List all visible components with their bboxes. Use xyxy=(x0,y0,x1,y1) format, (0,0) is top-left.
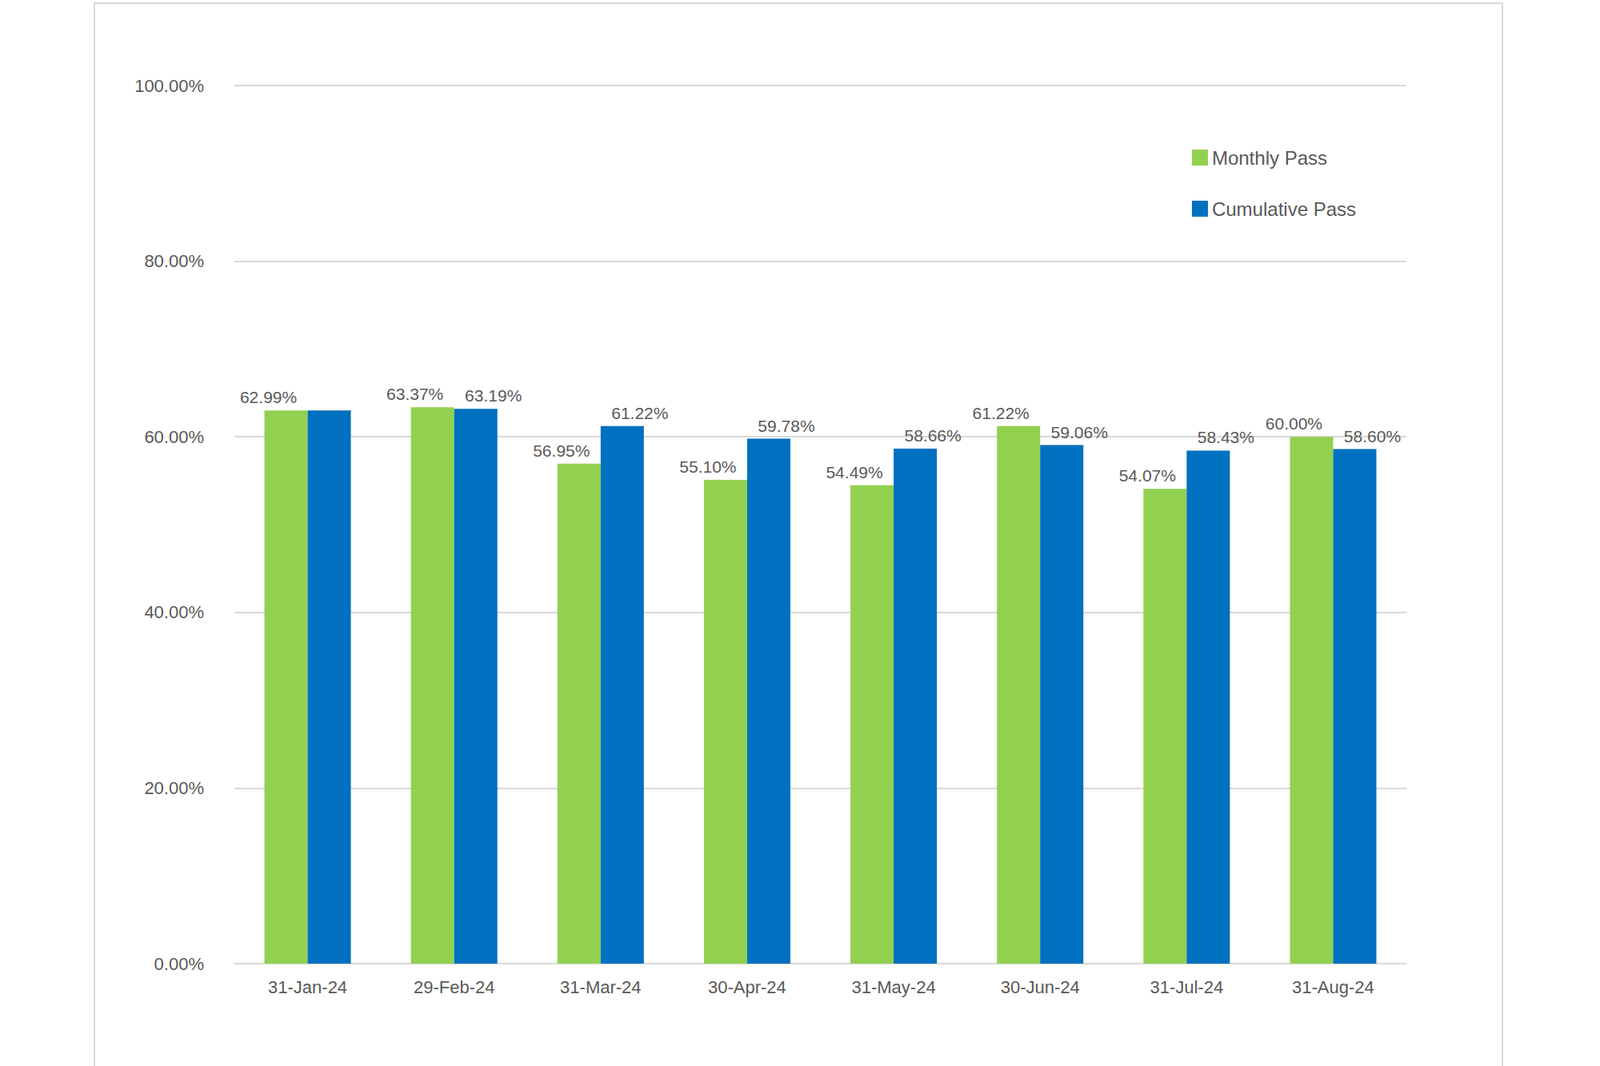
svg-text:31-Jul-24: 31-Jul-24 xyxy=(1149,977,1224,998)
svg-text:29-Feb-24: 29-Feb-24 xyxy=(413,977,496,998)
svg-text:58.66%: 58.66% xyxy=(904,426,961,445)
svg-text:31-Aug-24: 31-Aug-24 xyxy=(1292,977,1375,998)
svg-text:58.43%: 58.43% xyxy=(1197,428,1255,447)
svg-text:54.07%: 54.07% xyxy=(1119,466,1176,485)
svg-text:40.00%: 40.00% xyxy=(144,602,204,623)
svg-text:63.37%: 63.37% xyxy=(386,384,444,404)
svg-text:58.60%: 58.60% xyxy=(1344,427,1401,446)
svg-text:63.19%: 63.19% xyxy=(464,386,522,405)
svg-text:Monthly Pass: Monthly Pass xyxy=(1212,147,1328,169)
svg-text:31-Mar-24: 31-Mar-24 xyxy=(560,977,641,998)
svg-text:59.06%: 59.06% xyxy=(1051,423,1108,442)
svg-text:55.10%: 55.10% xyxy=(679,457,736,476)
svg-text:80.00%: 80.00% xyxy=(144,251,204,272)
svg-text:54.49%: 54.49% xyxy=(825,463,883,482)
svg-text:0.00%: 0.00% xyxy=(154,954,204,975)
svg-text:59.78%: 59.78% xyxy=(757,416,815,436)
svg-text:20.00%: 20.00% xyxy=(144,778,204,799)
svg-text:61.22%: 61.22% xyxy=(611,404,668,423)
svg-text:62.99%: 62.99% xyxy=(240,388,297,407)
svg-text:Cumulative Pass: Cumulative Pass xyxy=(1212,198,1356,220)
svg-text:31-May-24: 31-May-24 xyxy=(851,977,936,998)
svg-text:31-Jan-24: 31-Jan-24 xyxy=(268,977,348,998)
svg-text:100.00%: 100.00% xyxy=(134,76,204,96)
svg-text:30-Apr-24: 30-Apr-24 xyxy=(708,977,787,998)
svg-text:30-Jun-24: 30-Jun-24 xyxy=(1000,977,1080,998)
svg-text:56.95%: 56.95% xyxy=(532,441,590,460)
svg-text:60.00%: 60.00% xyxy=(1265,414,1323,433)
svg-text:61.22%: 61.22% xyxy=(972,404,1030,423)
svg-text:60.00%: 60.00% xyxy=(144,427,204,448)
